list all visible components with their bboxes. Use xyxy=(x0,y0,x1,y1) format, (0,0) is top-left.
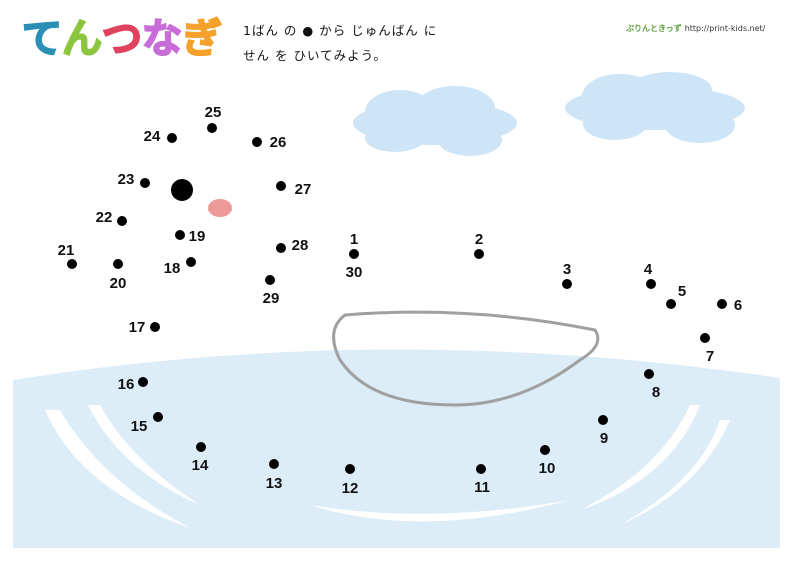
dot-label-6: 6 xyxy=(734,297,742,314)
dot-label-21: 21 xyxy=(58,242,75,259)
brand-name: ぷりんときっず xyxy=(626,24,682,33)
instruction-line-1: 1ばん の ● から じゅんばん に xyxy=(243,23,438,38)
wave-swooshes xyxy=(45,405,730,528)
brand-url[interactable]: http://print-kids.net/ xyxy=(684,24,766,33)
dot-25 xyxy=(207,123,217,133)
dots-layer: 1 23 4567891011121314151617181920212223242… xyxy=(58,104,743,497)
logo-char: ぎ xyxy=(181,15,223,63)
dot-6 xyxy=(717,299,727,309)
dot-label-23: 23 xyxy=(118,171,135,188)
whale-cheek xyxy=(208,199,232,217)
dot-label-27: 27 xyxy=(295,181,312,198)
dot-12 xyxy=(345,464,355,474)
dot-8 xyxy=(644,369,654,379)
dot-4 xyxy=(646,279,656,289)
dot-label-29: 29 xyxy=(263,290,280,307)
dot-label-4: 4 xyxy=(644,261,653,278)
dot-5 xyxy=(666,299,676,309)
dot-1 xyxy=(349,249,359,259)
dot-label-30: 30 xyxy=(346,264,363,281)
dot-10 xyxy=(540,445,550,455)
dot-18 xyxy=(186,257,196,267)
whale-eye xyxy=(171,179,193,201)
dot-7 xyxy=(700,333,710,343)
dot-20 xyxy=(113,259,123,269)
dot-11 xyxy=(476,464,486,474)
dot-label-16: 16 xyxy=(118,376,135,393)
dot-label-24: 24 xyxy=(144,128,161,145)
sea xyxy=(13,349,780,548)
dot-21 xyxy=(67,259,77,269)
dot-14 xyxy=(196,442,206,452)
logo-char: ん xyxy=(61,15,103,63)
dot-label-28: 28 xyxy=(292,237,309,254)
dot-16 xyxy=(138,377,148,387)
dot-13 xyxy=(269,459,279,469)
dot-label-19: 19 xyxy=(189,228,206,245)
dot-label-26: 26 xyxy=(270,134,287,151)
dot-22 xyxy=(117,216,127,226)
instruction-line-2: せん を ひいてみよう。 xyxy=(243,48,387,63)
dot-23 xyxy=(140,178,150,188)
dot-17 xyxy=(150,322,160,332)
dot-label-1: 1 xyxy=(350,231,358,248)
dot-label-17: 17 xyxy=(129,319,146,336)
dot-label-9: 9 xyxy=(600,430,608,447)
logo-char: つ xyxy=(101,15,143,63)
dot-label-14: 14 xyxy=(192,457,209,474)
dot-26 xyxy=(252,137,262,147)
dot-28 xyxy=(276,243,286,253)
dot-9 xyxy=(598,415,608,425)
cloud-right xyxy=(565,72,745,143)
dot-19 xyxy=(175,230,185,240)
logo-char: て xyxy=(21,15,63,63)
dot-3 xyxy=(562,279,572,289)
dot-label-8: 8 xyxy=(652,384,660,401)
blowhole-outline xyxy=(332,310,600,407)
logo-char: な xyxy=(141,15,183,63)
dot-label-25: 25 xyxy=(205,104,222,121)
dot-label-2: 2 xyxy=(475,231,483,248)
brand: ぷりんときっず http://print-kids.net/ xyxy=(626,23,765,34)
title-logo: て ん つ な ぎ xyxy=(21,15,223,63)
dot-label-3: 3 xyxy=(563,261,571,278)
dot-label-18: 18 xyxy=(164,260,181,277)
dot-label-11: 11 xyxy=(474,479,490,496)
dot-label-13: 13 xyxy=(266,475,283,492)
dot-15 xyxy=(153,412,163,422)
dot-label-7: 7 xyxy=(706,348,714,365)
dot-2 xyxy=(474,249,484,259)
dot-24 xyxy=(167,133,177,143)
dot-label-22: 22 xyxy=(96,209,113,226)
dot-29 xyxy=(265,275,275,285)
dot-label-15: 15 xyxy=(131,418,148,435)
dot-label-20: 20 xyxy=(110,275,127,292)
dot-label-5: 5 xyxy=(678,283,686,300)
cloud-left xyxy=(353,86,517,156)
dot-27 xyxy=(276,181,286,191)
dot-label-12: 12 xyxy=(342,480,359,497)
dot-label-10: 10 xyxy=(539,460,556,477)
